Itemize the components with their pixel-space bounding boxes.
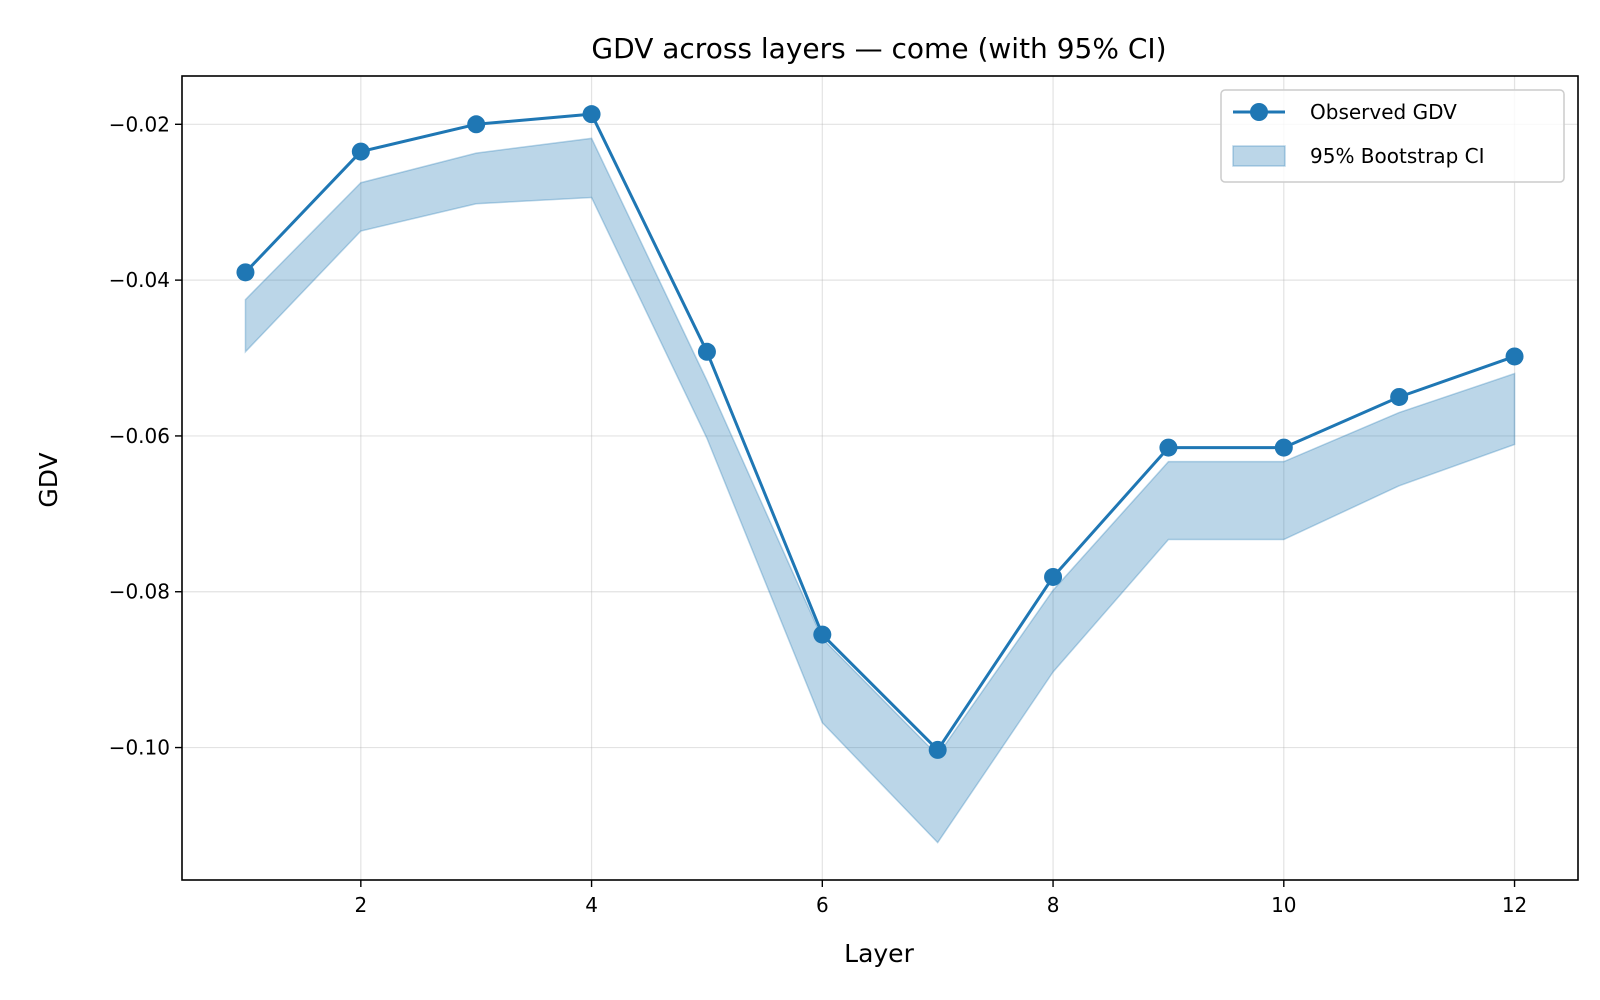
legend-ci-swatch — [1232, 145, 1286, 167]
data-point — [697, 342, 716, 361]
legend-label-ci: 95% Bootstrap CI — [1310, 144, 1485, 168]
series-line — [244, 112, 1516, 752]
y-tick-label: −0.06 — [109, 424, 170, 448]
x-tick-label: 4 — [585, 893, 598, 917]
x-tick-label: 2 — [354, 893, 367, 917]
data-point — [467, 115, 486, 134]
data-point — [582, 105, 601, 124]
legend-box — [1220, 89, 1565, 183]
legend-point-marker — [1250, 103, 1268, 121]
ci-band — [244, 137, 1516, 844]
data-point — [1505, 347, 1524, 366]
y-axis-label: GDV — [34, 452, 63, 507]
x-tick-label: 8 — [1047, 893, 1060, 917]
y-tick-label: −0.04 — [109, 268, 170, 292]
data-point — [1274, 438, 1293, 457]
data-point — [1159, 438, 1178, 457]
ci-band-group — [244, 137, 1516, 844]
data-point — [236, 263, 255, 282]
data-point — [1390, 387, 1409, 406]
y-tick-label: −0.08 — [109, 580, 170, 604]
y-tick-label: −0.02 — [109, 112, 170, 136]
data-point — [351, 142, 370, 161]
ticks: 2 4 6 8 10 12 −0.10 −0.08 −0.06 −0.04 −0.02 — [109, 112, 1528, 917]
legend-label-observed: Observed GDV — [1310, 100, 1457, 124]
x-axis-label: Layer — [844, 939, 914, 968]
x-tick-label: 6 — [816, 893, 829, 917]
series-points-group — [236, 105, 1524, 759]
series-line-group — [244, 112, 1516, 752]
data-point — [1044, 567, 1063, 586]
x-tick-label: 12 — [1502, 893, 1527, 917]
legend: Observed GDV 95% Bootstrap CI — [1220, 89, 1565, 183]
plot-frame — [181, 75, 1579, 881]
y-tick-label: −0.10 — [109, 736, 170, 760]
x-tick-label: 10 — [1271, 893, 1296, 917]
chart-title: GDV across layers — come (with 95% CI) — [591, 32, 1166, 65]
data-point — [813, 625, 832, 644]
data-point — [928, 740, 947, 759]
